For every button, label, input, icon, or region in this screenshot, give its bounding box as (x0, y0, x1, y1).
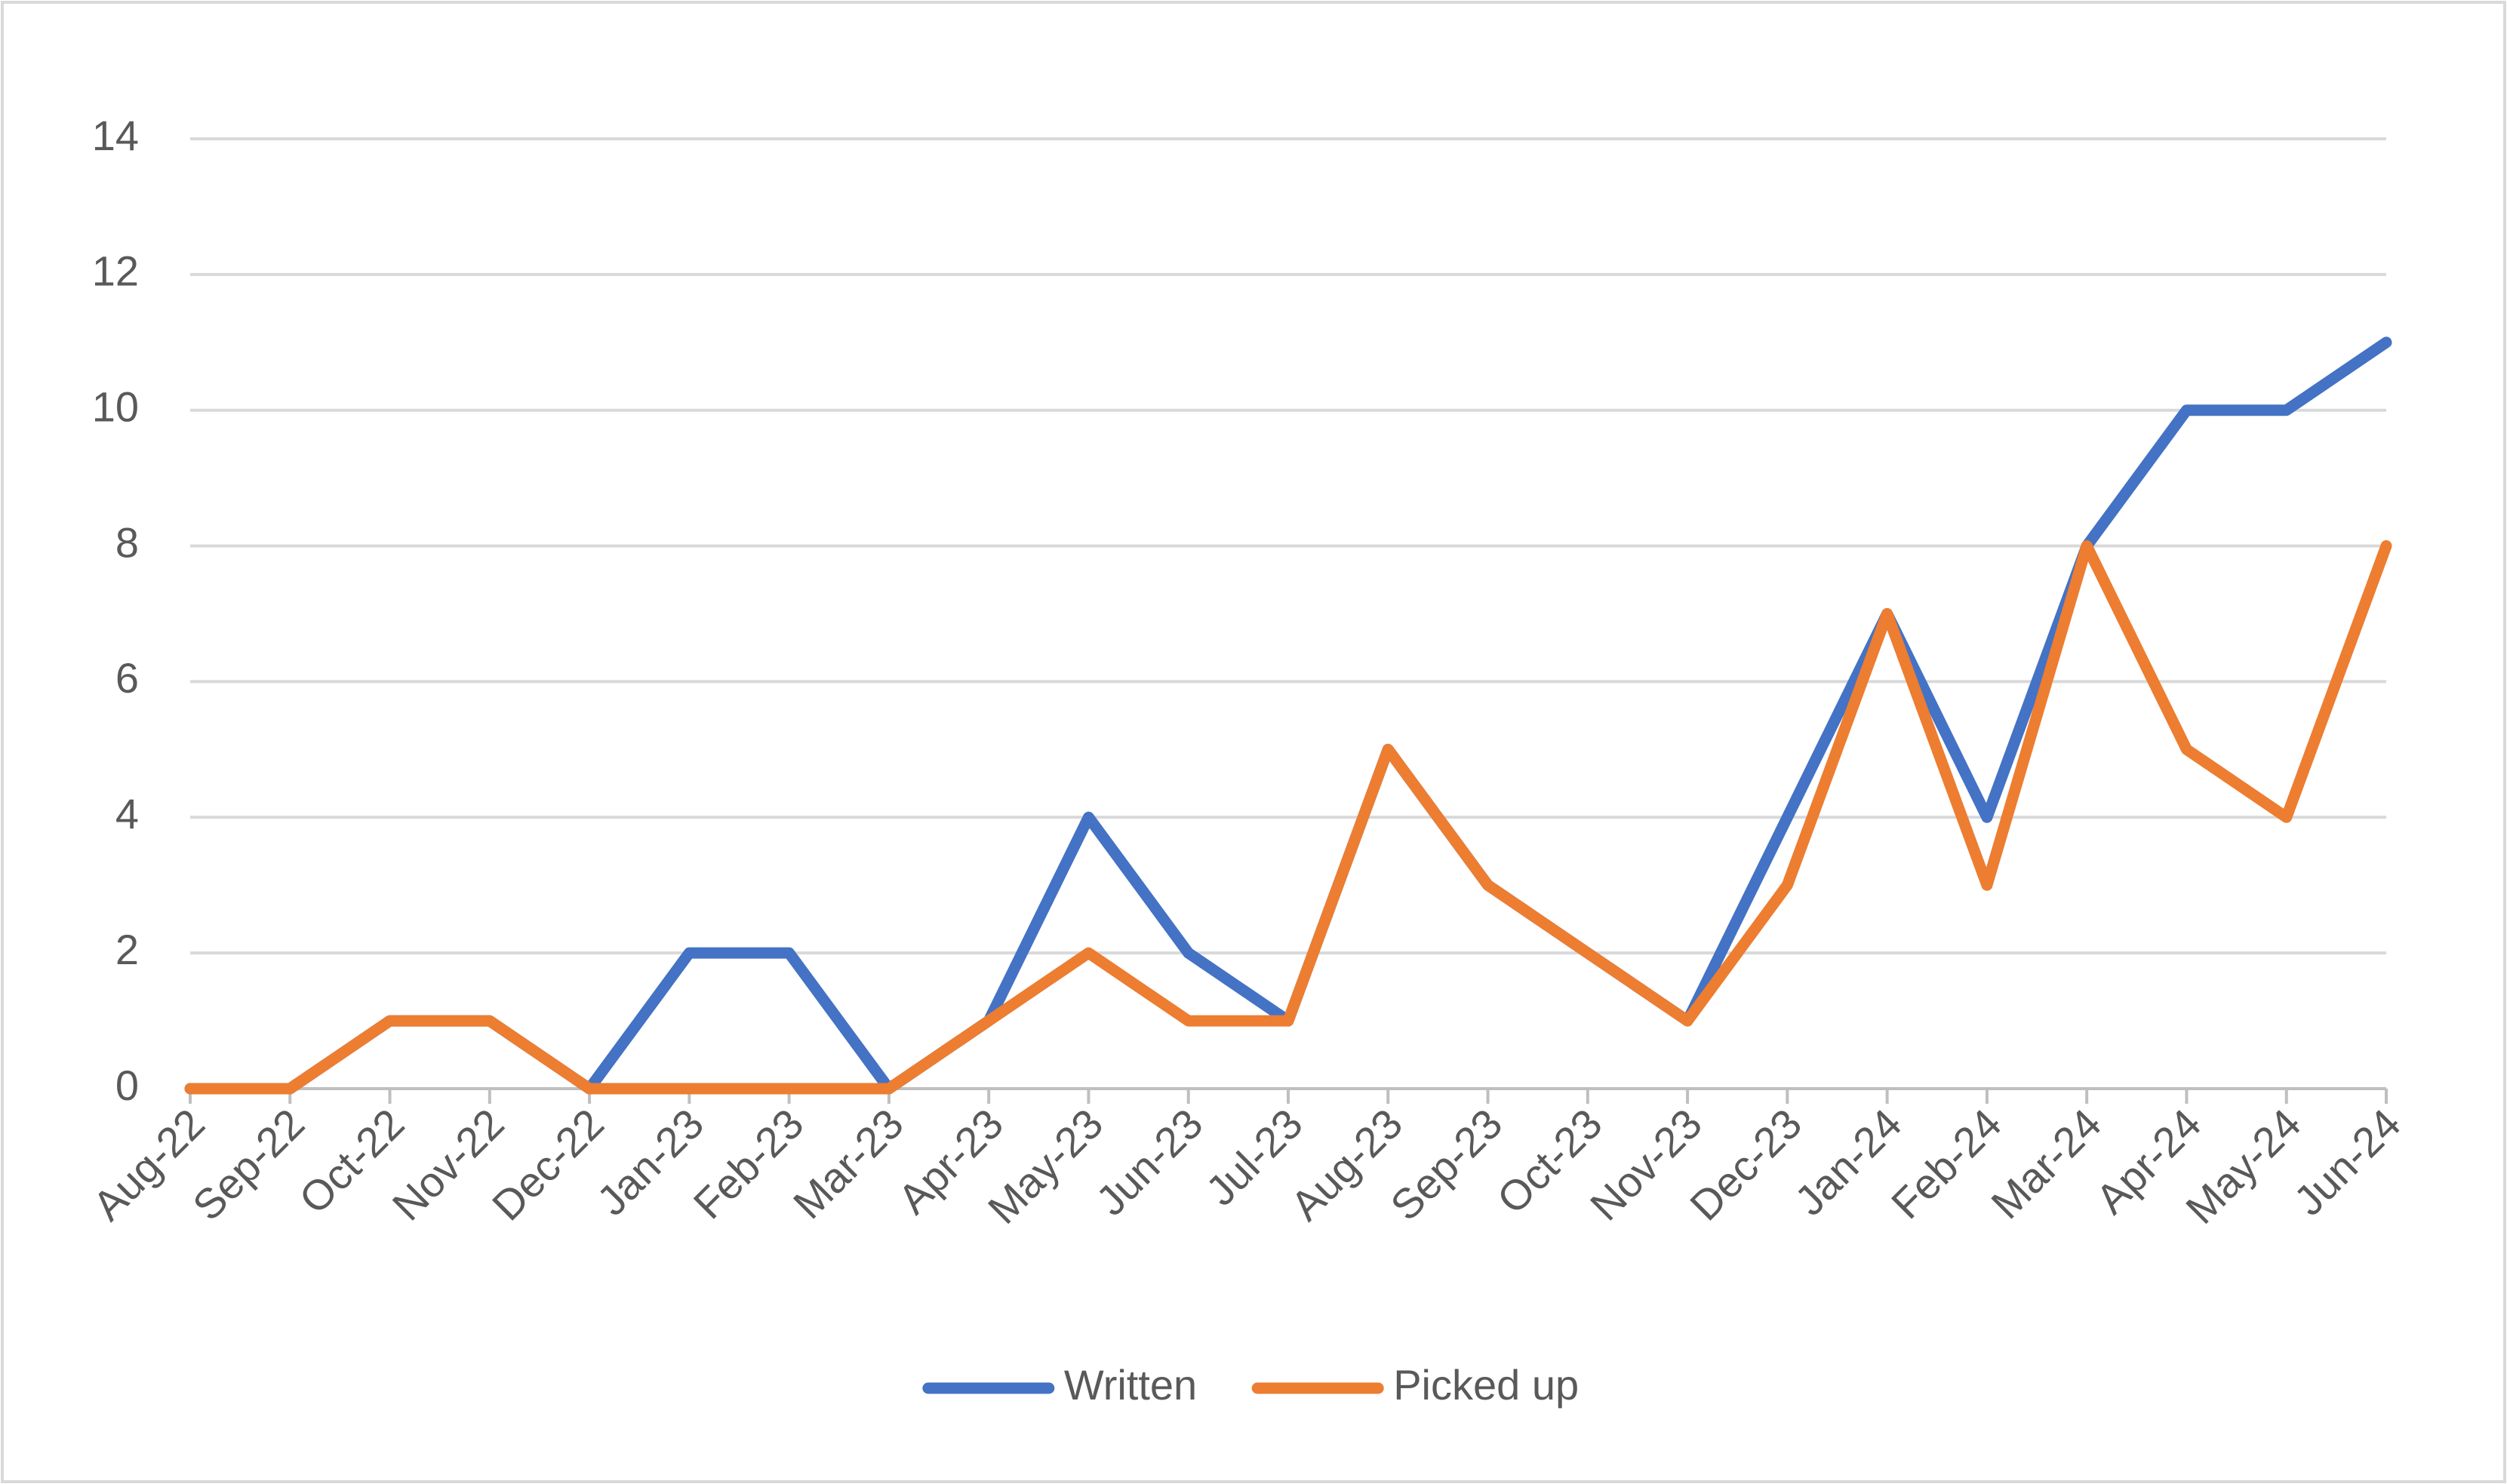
series-line (184, 540, 2392, 1095)
y-tick-label: 2 (115, 926, 139, 973)
y-tick-label: 0 (115, 1062, 139, 1109)
y-tick-label: 8 (115, 518, 139, 566)
legend: Written Picked up (922, 1361, 1579, 1409)
y-tick-label: 14 (92, 112, 139, 159)
legend-label: Picked up (1393, 1361, 1579, 1409)
y-tick-label: 6 (115, 654, 139, 702)
legend-label: Written (1064, 1361, 1197, 1409)
y-tick-label: 10 (92, 383, 139, 431)
y-tick-label: 12 (92, 247, 139, 295)
y-tick-label: 4 (115, 790, 139, 837)
